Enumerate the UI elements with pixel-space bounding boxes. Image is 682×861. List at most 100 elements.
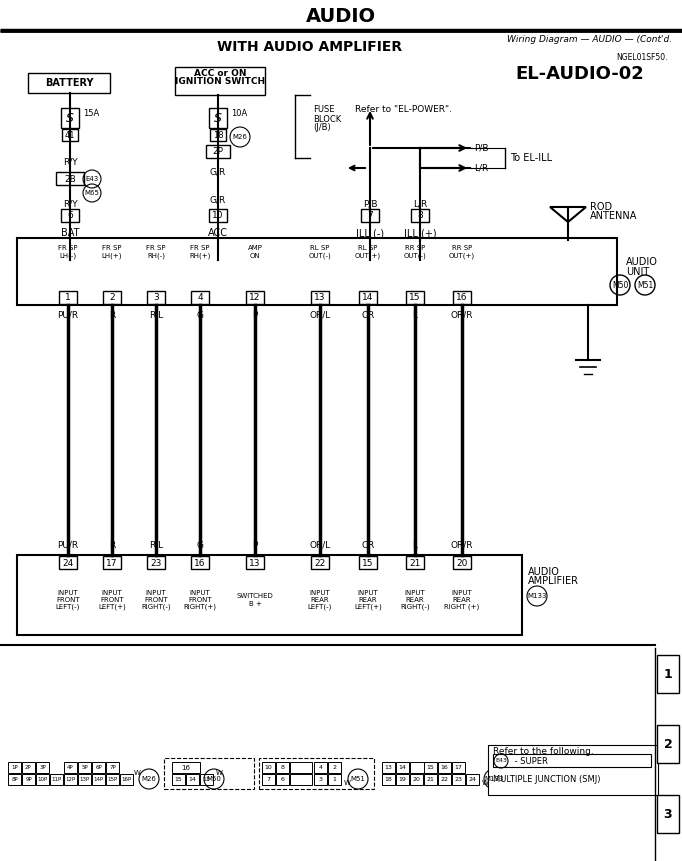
Bar [314, 762, 327, 773]
Text: 18: 18 [385, 777, 392, 782]
Bar [22, 762, 35, 773]
Bar [406, 291, 424, 304]
Text: L: L [413, 541, 417, 549]
Text: MULTIPLE JUNCTION (SMJ): MULTIPLE JUNCTION (SMJ) [493, 775, 600, 784]
Text: OR: OR [361, 311, 374, 319]
Bar [78, 774, 91, 785]
Text: BATTERY: BATTERY [45, 78, 93, 88]
Text: AUDIO: AUDIO [528, 567, 560, 577]
Text: 6: 6 [67, 212, 73, 220]
Bar [452, 774, 465, 785]
Text: INPUT
FRONT
LEFT(-): INPUT FRONT LEFT(-) [56, 590, 80, 610]
Bar [172, 762, 200, 773]
Text: 18: 18 [213, 131, 223, 139]
Bar [314, 774, 327, 785]
Bar [438, 762, 451, 773]
Bar [452, 762, 465, 773]
Text: FR SP
LH(+): FR SP LH(+) [102, 245, 122, 259]
Text: 20: 20 [413, 777, 420, 782]
Text: 2P: 2P [25, 765, 32, 770]
Text: 2: 2 [664, 738, 672, 751]
Text: 6P: 6P [95, 765, 102, 770]
Text: 14: 14 [398, 765, 406, 770]
Bar [311, 556, 329, 569]
Text: PU/R: PU/R [57, 541, 78, 549]
Bar [262, 774, 275, 785]
Text: 13: 13 [249, 559, 261, 567]
Polygon shape [550, 207, 586, 222]
Text: 21: 21 [409, 559, 421, 567]
Text: 8P: 8P [11, 777, 18, 782]
Text: INPUT
REAR
LEFT(-): INPUT REAR LEFT(-) [308, 590, 332, 610]
Text: WITH AUDIO AMPLIFIER: WITH AUDIO AMPLIFIER [218, 40, 402, 54]
Text: R/L: R/L [149, 541, 163, 549]
Bar [17, 555, 522, 635]
Text: P: P [252, 311, 258, 319]
Text: S: S [66, 112, 74, 125]
Text: INPUT
FRONT
LEFT(+): INPUT FRONT LEFT(+) [98, 590, 126, 610]
Bar [396, 774, 409, 785]
Bar [493, 754, 651, 767]
Text: E43: E43 [495, 759, 507, 764]
Text: 22: 22 [441, 777, 449, 782]
Text: M26: M26 [142, 776, 156, 782]
Text: INPUT
REAR
RIGHT (+): INPUT REAR RIGHT (+) [445, 590, 479, 610]
Text: 17: 17 [106, 559, 118, 567]
Text: E43: E43 [85, 176, 99, 182]
Text: ILL (-): ILL (-) [356, 228, 384, 238]
Text: AMP
ON: AMP ON [248, 245, 263, 258]
Bar [59, 556, 77, 569]
Text: 13: 13 [314, 294, 326, 302]
Bar [259, 758, 374, 789]
Bar [209, 108, 227, 128]
Bar [200, 774, 213, 785]
Text: RR SP
OUT(+): RR SP OUT(+) [449, 245, 475, 259]
Bar [276, 762, 289, 773]
Bar [246, 291, 264, 304]
Text: UNIT: UNIT [626, 267, 649, 277]
Text: AUDIO: AUDIO [306, 7, 376, 26]
Text: L: L [413, 311, 417, 319]
Text: G: G [196, 541, 203, 549]
Text: P: P [252, 541, 258, 549]
Text: 3P: 3P [39, 765, 46, 770]
Bar [424, 774, 437, 785]
Text: 1: 1 [65, 294, 71, 302]
Bar [172, 774, 185, 785]
Text: 24: 24 [62, 559, 74, 567]
Text: OR/R: OR/R [451, 541, 473, 549]
Bar [147, 291, 165, 304]
Text: 3: 3 [153, 294, 159, 302]
Bar [210, 129, 226, 141]
Text: 1P: 1P [11, 765, 18, 770]
Text: 7: 7 [267, 777, 271, 782]
Text: R/Y: R/Y [63, 158, 77, 166]
Bar [164, 758, 254, 789]
Bar [191, 556, 209, 569]
Text: 20: 20 [456, 559, 468, 567]
Text: - SUPER: - SUPER [512, 757, 548, 765]
Text: W: W [482, 780, 489, 786]
Text: 8: 8 [280, 765, 284, 770]
Text: 13: 13 [203, 777, 211, 782]
Text: G/R: G/R [210, 195, 226, 205]
Text: 4: 4 [197, 294, 203, 302]
Text: 1: 1 [664, 667, 672, 680]
Text: L/R: L/R [413, 200, 427, 208]
Text: 7P: 7P [109, 765, 116, 770]
Text: 6: 6 [280, 777, 284, 782]
Text: ACC or ON: ACC or ON [194, 69, 246, 77]
Bar [382, 774, 395, 785]
Text: 5P: 5P [81, 765, 88, 770]
Text: 3: 3 [318, 777, 323, 782]
Text: M51: M51 [637, 281, 653, 289]
Text: G/R: G/R [210, 168, 226, 177]
Text: INPUT
FRONT
RIGHT(-): INPUT FRONT RIGHT(-) [141, 590, 170, 610]
Text: 23: 23 [150, 559, 162, 567]
Text: 1: 1 [333, 777, 336, 782]
Bar [103, 556, 121, 569]
Text: 3: 3 [664, 808, 672, 821]
Bar [28, 73, 110, 93]
Bar [657, 655, 679, 693]
Text: 24: 24 [469, 777, 477, 782]
